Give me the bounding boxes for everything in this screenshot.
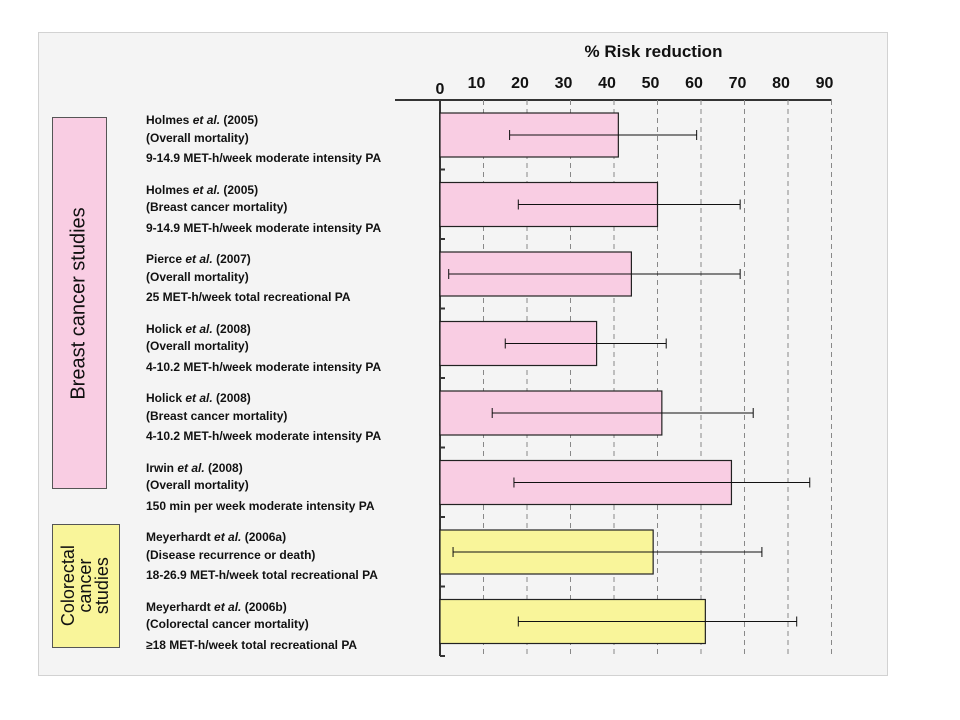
study-outcome: (Breast cancer mortality) (146, 408, 288, 423)
colorectal-cancer-group-label: Colorectal cancer studies (52, 524, 120, 648)
study-citation: Pierce et al. (2007) (146, 251, 351, 269)
study-etal: et al. (185, 321, 213, 336)
study-etal: et al. (185, 252, 213, 266)
study-year: (2005) (220, 182, 259, 197)
study-citation: Holick et al. (2008) (146, 390, 381, 408)
study-label: Pierce et al. (2007) (Overall mortality) 2… (146, 251, 351, 307)
study-activity: 25 MET-h/week total recreational PA (146, 290, 351, 304)
study-activity: 150 min per week moderate intensity PA (146, 498, 375, 513)
study-outcome: (Overall mortality) (146, 478, 249, 492)
study-author: Holmes (146, 182, 193, 197)
x-tick-label: 60 (685, 75, 703, 92)
study-outcome: (Overall mortality) (146, 339, 249, 353)
study-author: Pierce (146, 252, 186, 266)
study-year: (2005) (220, 113, 259, 127)
chart-title: % Risk reduction (585, 42, 723, 61)
study-citation: Meyerhardt et al. (2006a) (146, 529, 378, 547)
study-year: (2008) (204, 460, 243, 475)
study-author: Holick (146, 391, 186, 405)
study-citation: Holick et al. (2008) (146, 321, 381, 339)
study-activity: 4-10.2 MET-h/week moderate intensity PA (146, 359, 382, 374)
study-author: Meyerhardt (146, 530, 215, 544)
study-author: Meyerhardt (146, 599, 215, 614)
study-citation: Holmes et al. (2005) (146, 112, 381, 130)
study-etal: et al. (214, 599, 242, 614)
study-citation: Meyerhardt et al. (2006b) (146, 599, 357, 617)
x-tick-label: 80 (772, 75, 790, 92)
x-tick-label: 30 (555, 75, 573, 92)
study-year: (2008) (212, 321, 251, 336)
study-etal: et al. (185, 391, 213, 405)
study-activity: 9-14.9 MET-h/week moderate intensity PA (146, 151, 382, 165)
study-etal: et al. (214, 530, 242, 544)
study-outcome: (Disease recurrence or death) (146, 547, 316, 562)
study-label: Meyerhardt et al. (2006a) (Disease recurr… (146, 529, 378, 585)
study-citation: Holmes et al. (2005) (146, 182, 381, 200)
study-activity: 9-14.9 MET-h/week moderate intensity PA (146, 220, 382, 235)
x-tick-label: 50 (642, 75, 660, 92)
study-etal: et al. (192, 182, 221, 197)
x-tick-label: 90 (816, 75, 834, 92)
x-tick-label: 20 (511, 75, 529, 92)
study-label: Meyerhardt et al. (2006b) (Colorectal can… (146, 599, 357, 655)
x-tick-label: 10 (468, 75, 486, 92)
study-citation: Irwin et al. (2008) (146, 460, 375, 478)
study-year: (2008) (212, 391, 251, 405)
study-year: (2006b) (241, 599, 287, 614)
study-outcome: (Breast cancer mortality) (146, 200, 288, 214)
study-label: Holick et al. (2008) (Breast cancer morta… (146, 390, 381, 446)
study-etal: et al. (192, 113, 221, 127)
study-activity: ≥18 MET-h/week total recreational PA (146, 637, 358, 652)
x-tick-label: 0 (436, 81, 445, 98)
study-author: Irwin (146, 460, 178, 475)
study-activity: 4-10.2 MET-h/week moderate intensity PA (146, 429, 382, 443)
breast-cancer-group-label: Breast cancer studies (52, 117, 107, 489)
study-activity: 18-26.9 MET-h/week total recreational PA (146, 568, 378, 582)
study-etal: et al. (177, 460, 205, 475)
study-year: (2006a) (241, 530, 287, 544)
study-label: Holmes et al. (2005) (Breast cancer morta… (146, 182, 381, 238)
x-tick-label: 70 (729, 75, 747, 92)
study-outcome: (Colorectal cancer mortality) (146, 617, 309, 631)
study-year: (2007) (212, 252, 251, 266)
x-tick-label: 40 (598, 75, 616, 92)
study-label: Irwin et al. (2008) (Overall mortality) 15… (146, 460, 375, 516)
study-label: Holmes et al. (2005) (Overall mortality) 9… (146, 112, 381, 168)
study-author: Holick (146, 321, 186, 336)
study-outcome: (Overall mortality) (146, 130, 249, 145)
study-author: Holmes (146, 113, 193, 127)
study-label: Holick et al. (2008) (Overall mortality) 4… (146, 321, 381, 377)
study-outcome: (Overall mortality) (146, 269, 249, 284)
